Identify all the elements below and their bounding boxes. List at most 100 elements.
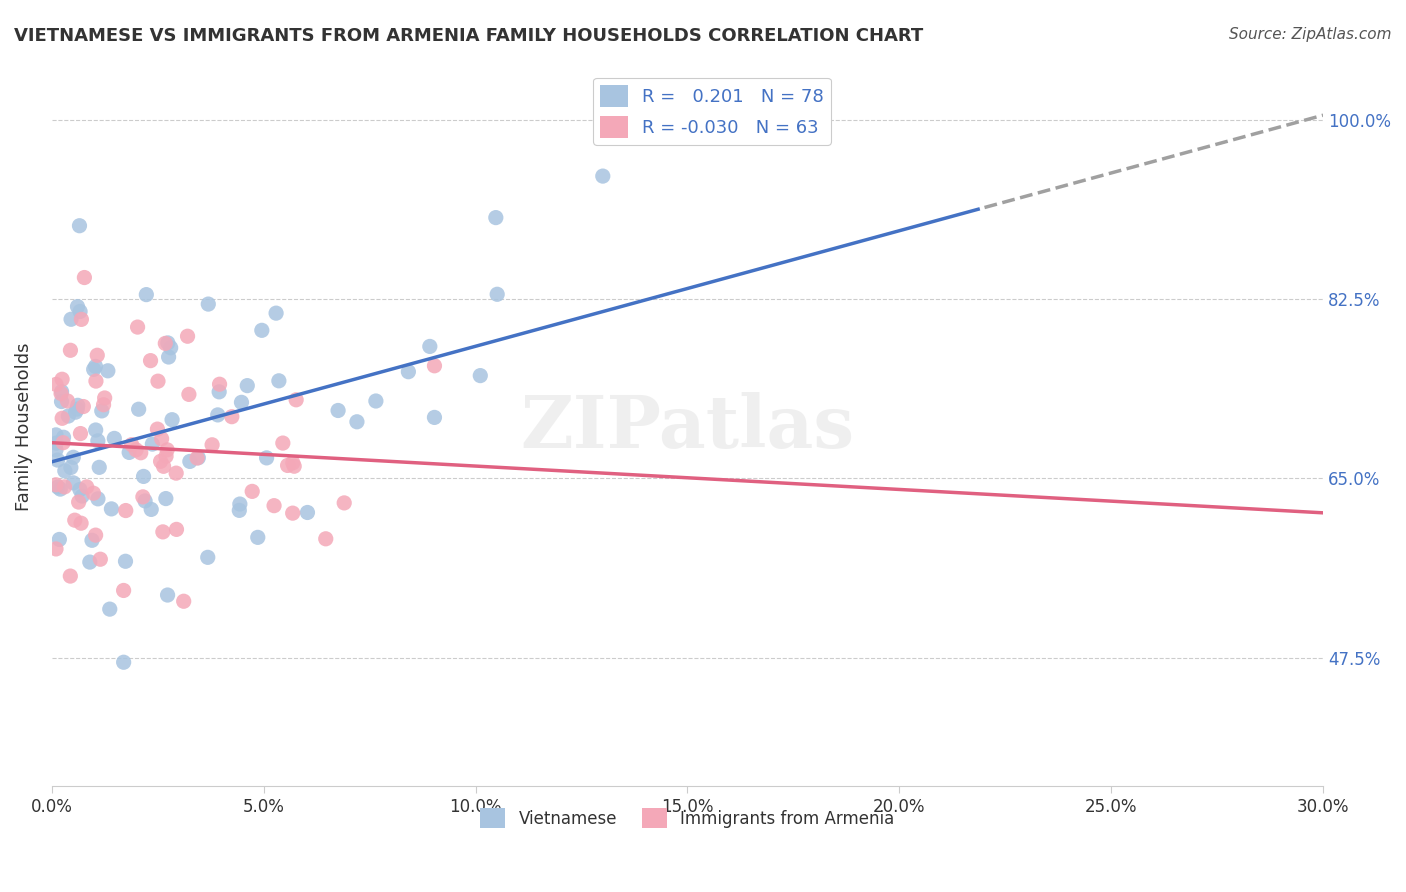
Point bbox=[56, 393, 79, 408]
Point bbox=[69, 426, 91, 441]
Point bbox=[155, 449, 177, 463]
Point bbox=[333, 496, 356, 510]
Text: ZIPatlas: ZIPatlas bbox=[520, 392, 855, 463]
Point bbox=[229, 497, 252, 511]
Point bbox=[221, 409, 243, 424]
Point bbox=[84, 528, 107, 542]
Point bbox=[250, 323, 273, 337]
Point bbox=[60, 312, 83, 326]
Point bbox=[52, 435, 75, 450]
Point bbox=[231, 395, 253, 409]
Point bbox=[364, 394, 387, 409]
Point bbox=[97, 364, 120, 378]
Point bbox=[141, 437, 163, 451]
Point bbox=[166, 522, 188, 536]
Point bbox=[90, 404, 112, 418]
Point bbox=[271, 436, 294, 450]
Point bbox=[66, 398, 89, 412]
Point bbox=[76, 480, 98, 494]
Point bbox=[83, 362, 105, 376]
Point bbox=[156, 335, 179, 350]
Point bbox=[264, 306, 287, 320]
Point bbox=[423, 359, 446, 373]
Point bbox=[46, 480, 69, 494]
Point bbox=[157, 350, 180, 364]
Point bbox=[146, 422, 169, 436]
Point bbox=[236, 378, 259, 392]
Point bbox=[141, 502, 163, 516]
Point bbox=[114, 554, 136, 568]
Point bbox=[129, 446, 152, 460]
Point bbox=[346, 415, 368, 429]
Point bbox=[228, 503, 250, 517]
Point bbox=[396, 365, 419, 379]
Point bbox=[159, 341, 181, 355]
Point bbox=[51, 384, 73, 399]
Point bbox=[156, 588, 179, 602]
Point bbox=[470, 368, 492, 383]
Point bbox=[112, 655, 135, 669]
Point bbox=[73, 270, 96, 285]
Point bbox=[486, 287, 509, 301]
Point bbox=[150, 432, 173, 446]
Point bbox=[135, 287, 157, 301]
Point bbox=[51, 372, 73, 386]
Point bbox=[423, 410, 446, 425]
Point bbox=[283, 459, 305, 474]
Point bbox=[114, 503, 136, 517]
Point bbox=[485, 211, 508, 225]
Point bbox=[69, 483, 91, 497]
Point bbox=[277, 458, 299, 473]
Point bbox=[53, 480, 76, 494]
Point bbox=[70, 489, 93, 503]
Point bbox=[98, 602, 121, 616]
Point bbox=[208, 384, 231, 399]
Point bbox=[89, 552, 111, 566]
Point bbox=[112, 583, 135, 598]
Point bbox=[67, 495, 90, 509]
Point bbox=[201, 438, 224, 452]
Point bbox=[79, 555, 101, 569]
Point bbox=[240, 484, 263, 499]
Point bbox=[139, 353, 162, 368]
Point bbox=[49, 386, 72, 401]
Point bbox=[127, 320, 149, 334]
Point bbox=[70, 312, 93, 326]
Point bbox=[155, 336, 177, 351]
Point bbox=[121, 437, 143, 451]
Point bbox=[80, 533, 103, 548]
Point bbox=[86, 348, 108, 362]
Point bbox=[51, 394, 73, 409]
Point bbox=[118, 445, 141, 459]
Point bbox=[70, 516, 93, 531]
Point bbox=[45, 477, 67, 491]
Point bbox=[592, 169, 614, 183]
Point bbox=[176, 329, 198, 343]
Point bbox=[281, 506, 304, 520]
Point bbox=[187, 450, 209, 465]
Point bbox=[69, 304, 91, 318]
Point bbox=[103, 431, 125, 445]
Point bbox=[46, 453, 69, 467]
Point bbox=[45, 436, 67, 450]
Point bbox=[65, 405, 87, 419]
Y-axis label: Family Households: Family Households bbox=[15, 343, 32, 511]
Text: VIETNAMESE VS IMMIGRANTS FROM ARMENIA FAMILY HOUSEHOLDS CORRELATION CHART: VIETNAMESE VS IMMIGRANTS FROM ARMENIA FA… bbox=[14, 27, 924, 45]
Point bbox=[59, 343, 82, 358]
Point bbox=[87, 434, 110, 448]
Point bbox=[125, 442, 148, 457]
Point bbox=[128, 402, 150, 417]
Point bbox=[100, 501, 122, 516]
Point bbox=[297, 506, 319, 520]
Point bbox=[197, 297, 219, 311]
Point bbox=[48, 533, 70, 547]
Point bbox=[156, 442, 179, 457]
Legend: Vietnamese, Immigrants from Armenia: Vietnamese, Immigrants from Armenia bbox=[474, 801, 901, 835]
Point bbox=[51, 411, 73, 425]
Point bbox=[152, 459, 174, 474]
Point bbox=[207, 408, 229, 422]
Point bbox=[72, 400, 94, 414]
Point bbox=[155, 491, 177, 506]
Point bbox=[66, 402, 89, 417]
Point bbox=[58, 409, 80, 423]
